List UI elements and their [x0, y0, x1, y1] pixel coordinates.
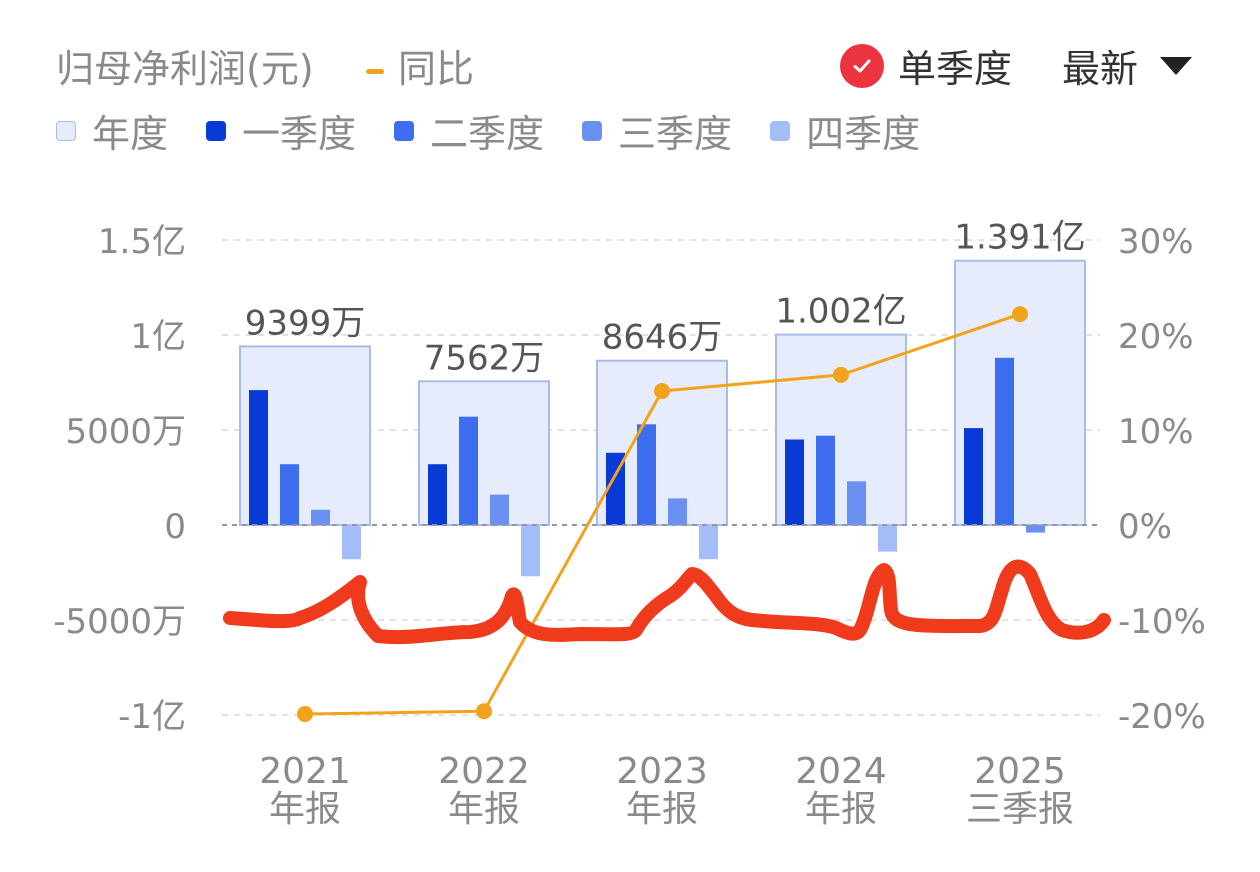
- single-quarter-toggle[interactable]: 单季度: [840, 38, 1012, 93]
- legend-label-q4: 四季度: [806, 112, 921, 156]
- right-axis-tick-label: 10%: [1118, 412, 1194, 452]
- legend-label-q3: 三季度: [618, 112, 733, 156]
- left-axis-tick-label: 0: [164, 507, 186, 547]
- legend-item-q2[interactable]: 二季度: [394, 103, 544, 158]
- q1-bar: [785, 439, 804, 525]
- yoy-point: [297, 706, 313, 723]
- left-axis-tick-label: 1.5亿: [98, 222, 186, 262]
- category-label: 2022 年报: [438, 751, 530, 830]
- right-axis-tick-label: -10%: [1118, 602, 1206, 642]
- legend-item-q3[interactable]: 三季度: [582, 103, 732, 158]
- legend-swatch-q4: [770, 120, 791, 141]
- left-axis-tick-label: 1亿: [130, 317, 186, 357]
- yoy-line-swatch: [366, 69, 384, 74]
- left-axis-tick-label: 5000万: [65, 412, 186, 452]
- label-layer: 1.5亿 1亿 5000万 0 -5000万 -1亿 30% 20% 10% 0% -10% -20%…: [53, 218, 1206, 830]
- q3-bar: [1026, 525, 1045, 533]
- yoy-point: [833, 366, 849, 383]
- legend-label-q2: 二季度: [430, 112, 545, 156]
- latest-label: 最新: [1062, 47, 1139, 91]
- q2-bar: [637, 424, 656, 525]
- yoy-line-layer: [297, 306, 1028, 723]
- left-axis-tick-label: -5000万: [53, 602, 186, 642]
- legend-label-q1: 一季度: [242, 112, 357, 156]
- category-label: 2021 年报: [259, 751, 351, 830]
- left-axis-tick-label: -1亿: [118, 697, 186, 737]
- chart-title: 归母净利润(元): [56, 47, 314, 91]
- yoy-point: [1012, 306, 1028, 323]
- legend-swatch-annual: [56, 120, 76, 141]
- q1-bar: [964, 428, 983, 525]
- annotation-layer: [223, 559, 1111, 645]
- q4-bar: [878, 525, 897, 552]
- q1-bar: [249, 390, 268, 525]
- category-label: 2025 三季报: [966, 751, 1074, 830]
- yoy-legend[interactable]: 同比: [366, 38, 474, 93]
- dropdown-caret-icon: [1160, 56, 1193, 75]
- right-axis-tick-label: 30%: [1118, 222, 1194, 262]
- right-axis-tick-label: 0%: [1118, 507, 1172, 547]
- right-axis-tick-label: -20%: [1118, 697, 1206, 737]
- latest-dropdown[interactable]: 最新: [1062, 38, 1193, 93]
- q2-bar: [816, 435, 835, 525]
- annual-value-label: 7562万: [424, 338, 545, 378]
- legend-item-q4[interactable]: 四季度: [770, 103, 920, 158]
- yoy-point: [476, 703, 492, 720]
- q3-bar: [490, 494, 509, 525]
- q1-bar: [428, 464, 447, 525]
- q4-bar: [699, 525, 718, 560]
- legend-label-annual: 年度: [92, 112, 169, 156]
- q2-bar: [995, 357, 1014, 525]
- annual-value-label: 9399万: [245, 303, 366, 343]
- category-label: 2023 年报: [616, 751, 708, 830]
- category-label: 2024 年报: [795, 751, 887, 830]
- q1-bar: [606, 452, 625, 525]
- annual-value-label: 1.391亿: [954, 218, 1085, 258]
- legend-swatch-q3: [582, 120, 603, 141]
- q3-bar: [311, 509, 330, 525]
- annual-value-label: 8646万: [602, 318, 723, 358]
- chart-header: 归母净利润(元) 同比 单季度 最新 年度 一季度 二季度 三季度 四季度: [0, 0, 1260, 160]
- legend-item-q1[interactable]: 一季度: [206, 103, 356, 158]
- right-axis-tick-label: 20%: [1118, 317, 1194, 357]
- q2-bar: [459, 416, 478, 525]
- yoy-point: [654, 383, 670, 400]
- legend: 年度 一季度 二季度 三季度 四季度: [56, 103, 958, 158]
- legend-swatch-q2: [394, 120, 415, 141]
- check-icon: [840, 43, 884, 88]
- q3-bar: [668, 498, 687, 525]
- yoy-legend-label: 同比: [398, 47, 475, 91]
- legend-item-annual[interactable]: 年度: [56, 103, 168, 158]
- q4-bar: [521, 525, 540, 577]
- q3-bar: [847, 481, 866, 525]
- q4-bar: [342, 525, 361, 560]
- q2-bar: [280, 464, 299, 525]
- single-quarter-label: 单季度: [898, 47, 1013, 91]
- legend-swatch-q1: [206, 120, 227, 141]
- annual-value-label: 1.002亿: [775, 292, 906, 332]
- red-scribble-annotation: [223, 559, 1111, 645]
- quarter-bars: [249, 357, 1045, 577]
